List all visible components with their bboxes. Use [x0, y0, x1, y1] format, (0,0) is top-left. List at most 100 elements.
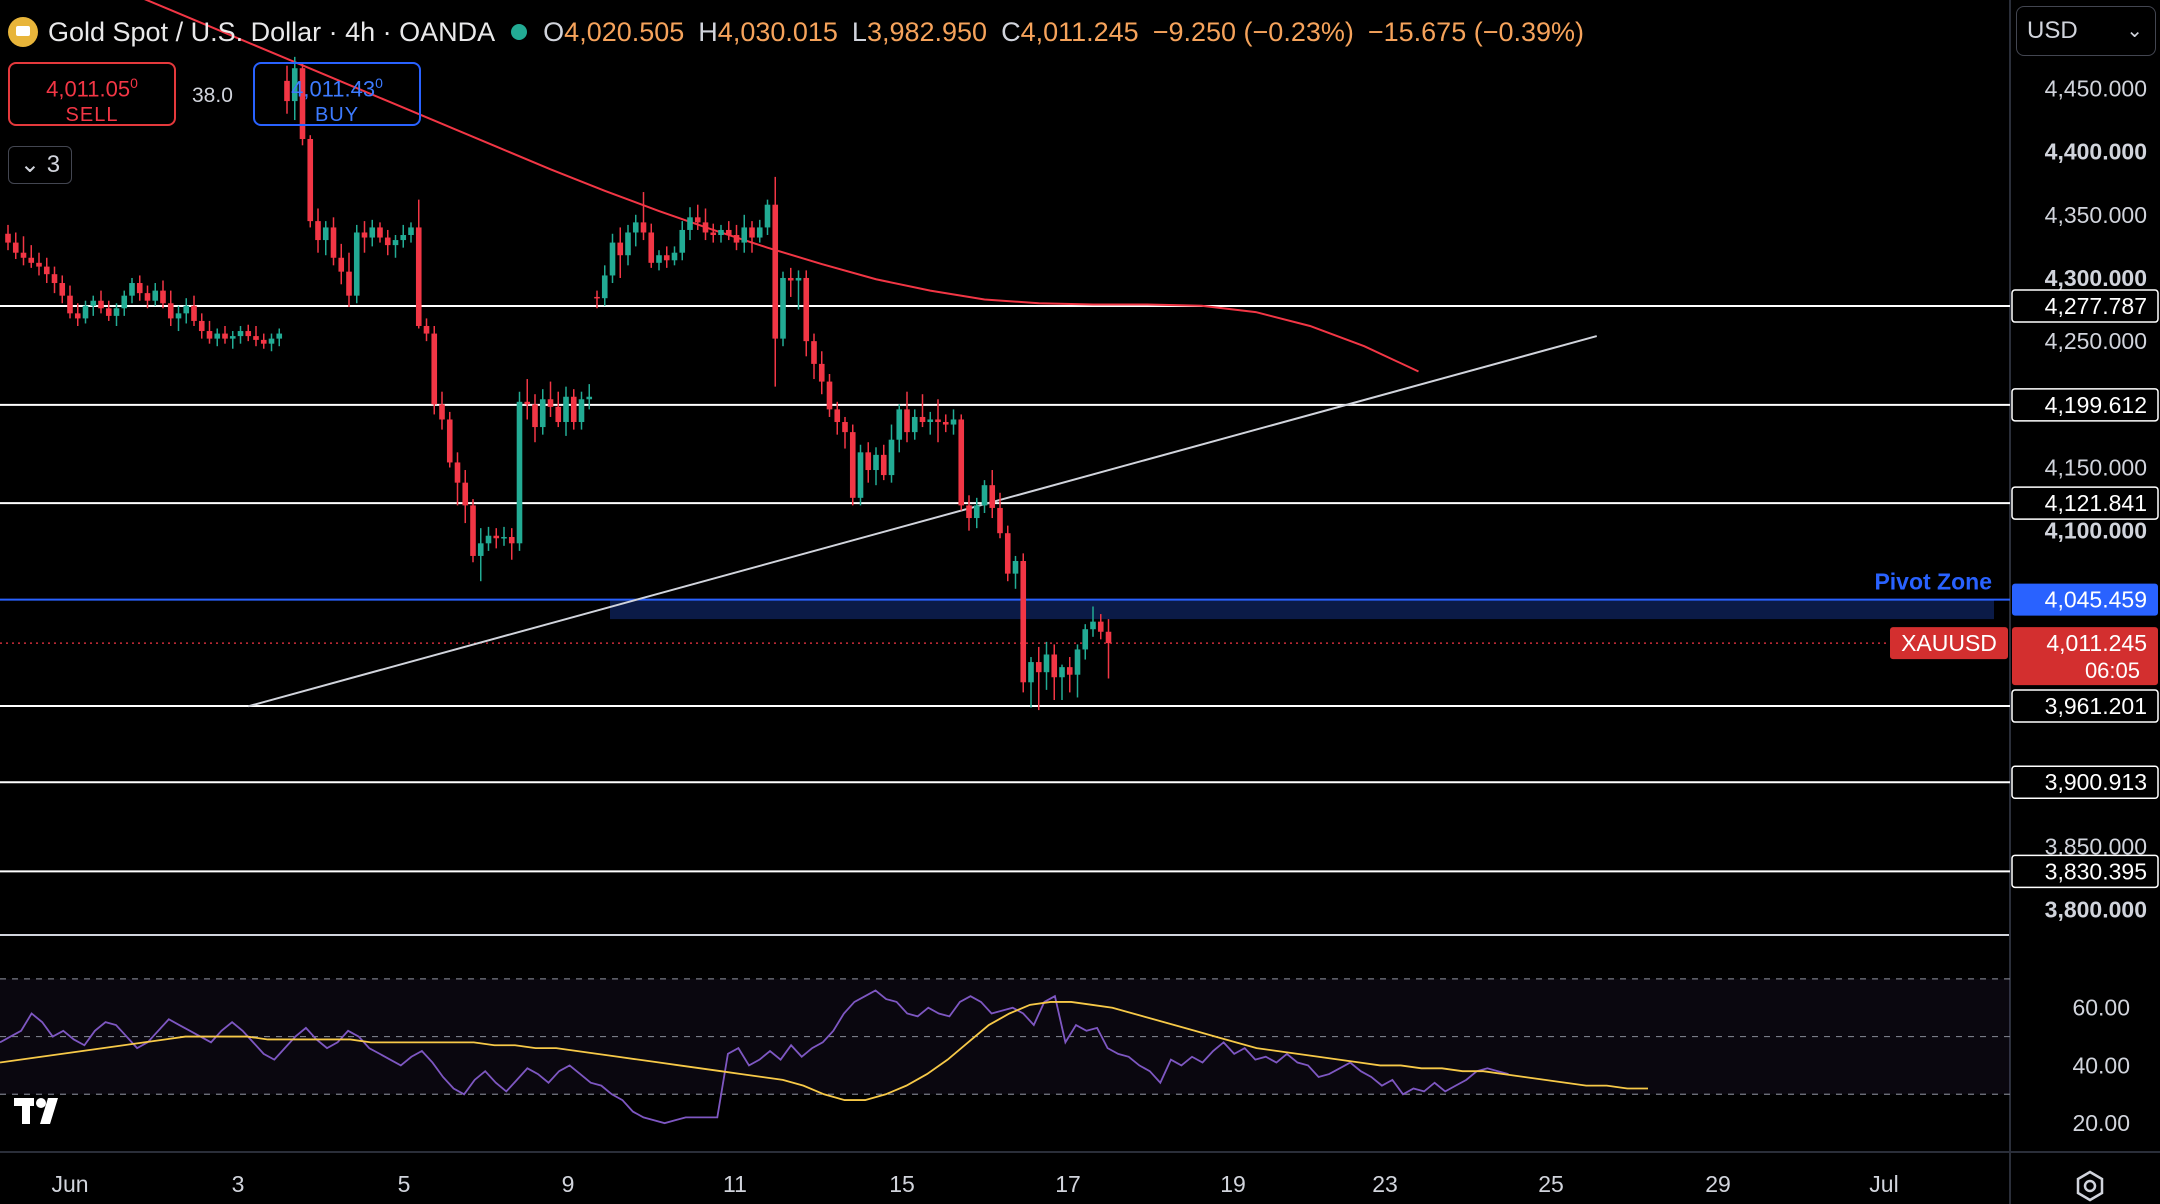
- buy-label: BUY: [314, 104, 360, 127]
- candle-body: [694, 217, 701, 223]
- candle-body: [772, 204, 779, 339]
- candle-body: [1043, 654, 1050, 673]
- currency-select[interactable]: USD ⌄: [2016, 6, 2156, 56]
- candle-body: [609, 242, 616, 276]
- settings-gear-icon[interactable]: [2072, 1168, 2108, 1204]
- candle-body: [191, 305, 197, 321]
- open-label: O: [543, 16, 565, 47]
- time-tick-label: 17: [1055, 1171, 1081, 1197]
- candle-body: [423, 325, 430, 334]
- sell-price-sup: 0: [130, 75, 138, 91]
- candle-body: [67, 295, 73, 314]
- candle-body: [795, 277, 802, 281]
- candle-body: [547, 399, 554, 407]
- candle-body: [454, 462, 461, 483]
- bar-countdown-label: 06:05: [2085, 658, 2140, 683]
- candle-body: [997, 507, 1003, 534]
- candle-body: [919, 416, 926, 423]
- candle-body: [857, 452, 864, 498]
- tradingview-logo-icon: [14, 1098, 58, 1124]
- candle-body: [229, 336, 236, 339]
- candle-body: [222, 333, 228, 339]
- time-tick-label: 25: [1538, 1171, 1564, 1197]
- candle-body: [578, 399, 585, 423]
- level-price-label: 4,121.841: [2045, 490, 2147, 516]
- price-tick-label: 4,350.000: [2045, 202, 2147, 228]
- candle-body: [958, 419, 965, 506]
- pivot-zone-label: Pivot Zone: [1874, 569, 1992, 595]
- candle-body: [648, 232, 655, 263]
- candle-body: [834, 409, 841, 423]
- candle-body: [315, 221, 321, 241]
- candle-body: [764, 204, 771, 228]
- candle-body: [539, 399, 546, 428]
- level-price-label: 3,961.201: [2045, 693, 2147, 719]
- candle-body: [167, 303, 174, 319]
- candle-body: [462, 482, 469, 506]
- candle-body: [826, 381, 833, 410]
- candle-body: [129, 283, 135, 296]
- rsi-tick-label: 40.00: [2072, 1052, 2130, 1078]
- candle-body: [431, 333, 438, 405]
- candle-body: [555, 406, 562, 423]
- candle-body: [532, 404, 538, 428]
- candle-body: [749, 227, 755, 238]
- price-tick-label: 4,250.000: [2045, 328, 2147, 354]
- price-tick-label: 4,450.000: [2045, 75, 2147, 101]
- candle-body: [253, 336, 259, 340]
- candle-body: [570, 396, 577, 423]
- level-price-label: 4,277.787: [2045, 293, 2147, 319]
- market-status-icon: [511, 24, 528, 40]
- candle-body: [656, 255, 662, 263]
- level-price-tag: [2011, 486, 2159, 520]
- time-tick-label: 29: [1705, 1171, 1731, 1197]
- time-tick-label: 9: [562, 1171, 575, 1197]
- candle-body: [1028, 662, 1034, 683]
- candle-body: [671, 252, 678, 261]
- candle-body: [470, 505, 476, 556]
- candle-body: [710, 232, 717, 236]
- candle-body: [966, 505, 972, 519]
- candle-body: [818, 363, 825, 382]
- candle-body: [1004, 533, 1011, 574]
- rsi-tick-label: 20.00: [2072, 1110, 2130, 1136]
- candle-body: [105, 308, 112, 316]
- close-value: 4,011.245: [1020, 16, 1139, 47]
- candle-body: [299, 68, 306, 139]
- candle-body: [718, 229, 724, 236]
- indicators-toggle-button[interactable]: ⌄ 3: [8, 146, 72, 184]
- candle-body: [1035, 662, 1042, 673]
- candle-body: [59, 283, 66, 296]
- rsi-ma-line: [0, 1001, 1648, 1101]
- candle-body: [873, 454, 879, 471]
- candle-body: [865, 452, 872, 471]
- candle-body: [981, 485, 988, 506]
- level-price-label: 4,199.612: [2045, 392, 2147, 418]
- time-tick-label: Jun: [51, 1171, 88, 1197]
- candle-body: [74, 313, 81, 319]
- level-price-tag: [2011, 689, 2159, 723]
- price-tick-label: 4,100.000: [2045, 518, 2147, 544]
- price-tick-label: 4,400.000: [2045, 139, 2147, 165]
- candle-body: [160, 290, 166, 304]
- candle-body: [392, 240, 399, 246]
- candle-body: [346, 271, 352, 296]
- level-price-label: 3,830.395: [2045, 858, 2147, 884]
- candle-body: [524, 401, 531, 405]
- buy-button[interactable]: 4,011.430 BUY: [253, 62, 421, 126]
- candle-body: [43, 266, 50, 275]
- sell-price: 4,011.05: [46, 76, 131, 102]
- candle-body: [260, 339, 267, 344]
- candle-body: [679, 229, 686, 253]
- candle-body: [702, 222, 709, 233]
- open-value: 4,020.505: [564, 16, 685, 47]
- candle-body: [485, 535, 492, 544]
- currency-value: USD: [2027, 17, 2078, 44]
- symbol-title[interactable]: Gold Spot / U.S. Dollar · 4h · OANDA: [48, 16, 496, 47]
- candle-body: [446, 419, 453, 463]
- candle-body: [1097, 621, 1104, 632]
- level-price-tag: [2011, 388, 2159, 422]
- candle-body: [594, 296, 600, 299]
- sell-button[interactable]: 4,011.050 SELL: [8, 62, 176, 126]
